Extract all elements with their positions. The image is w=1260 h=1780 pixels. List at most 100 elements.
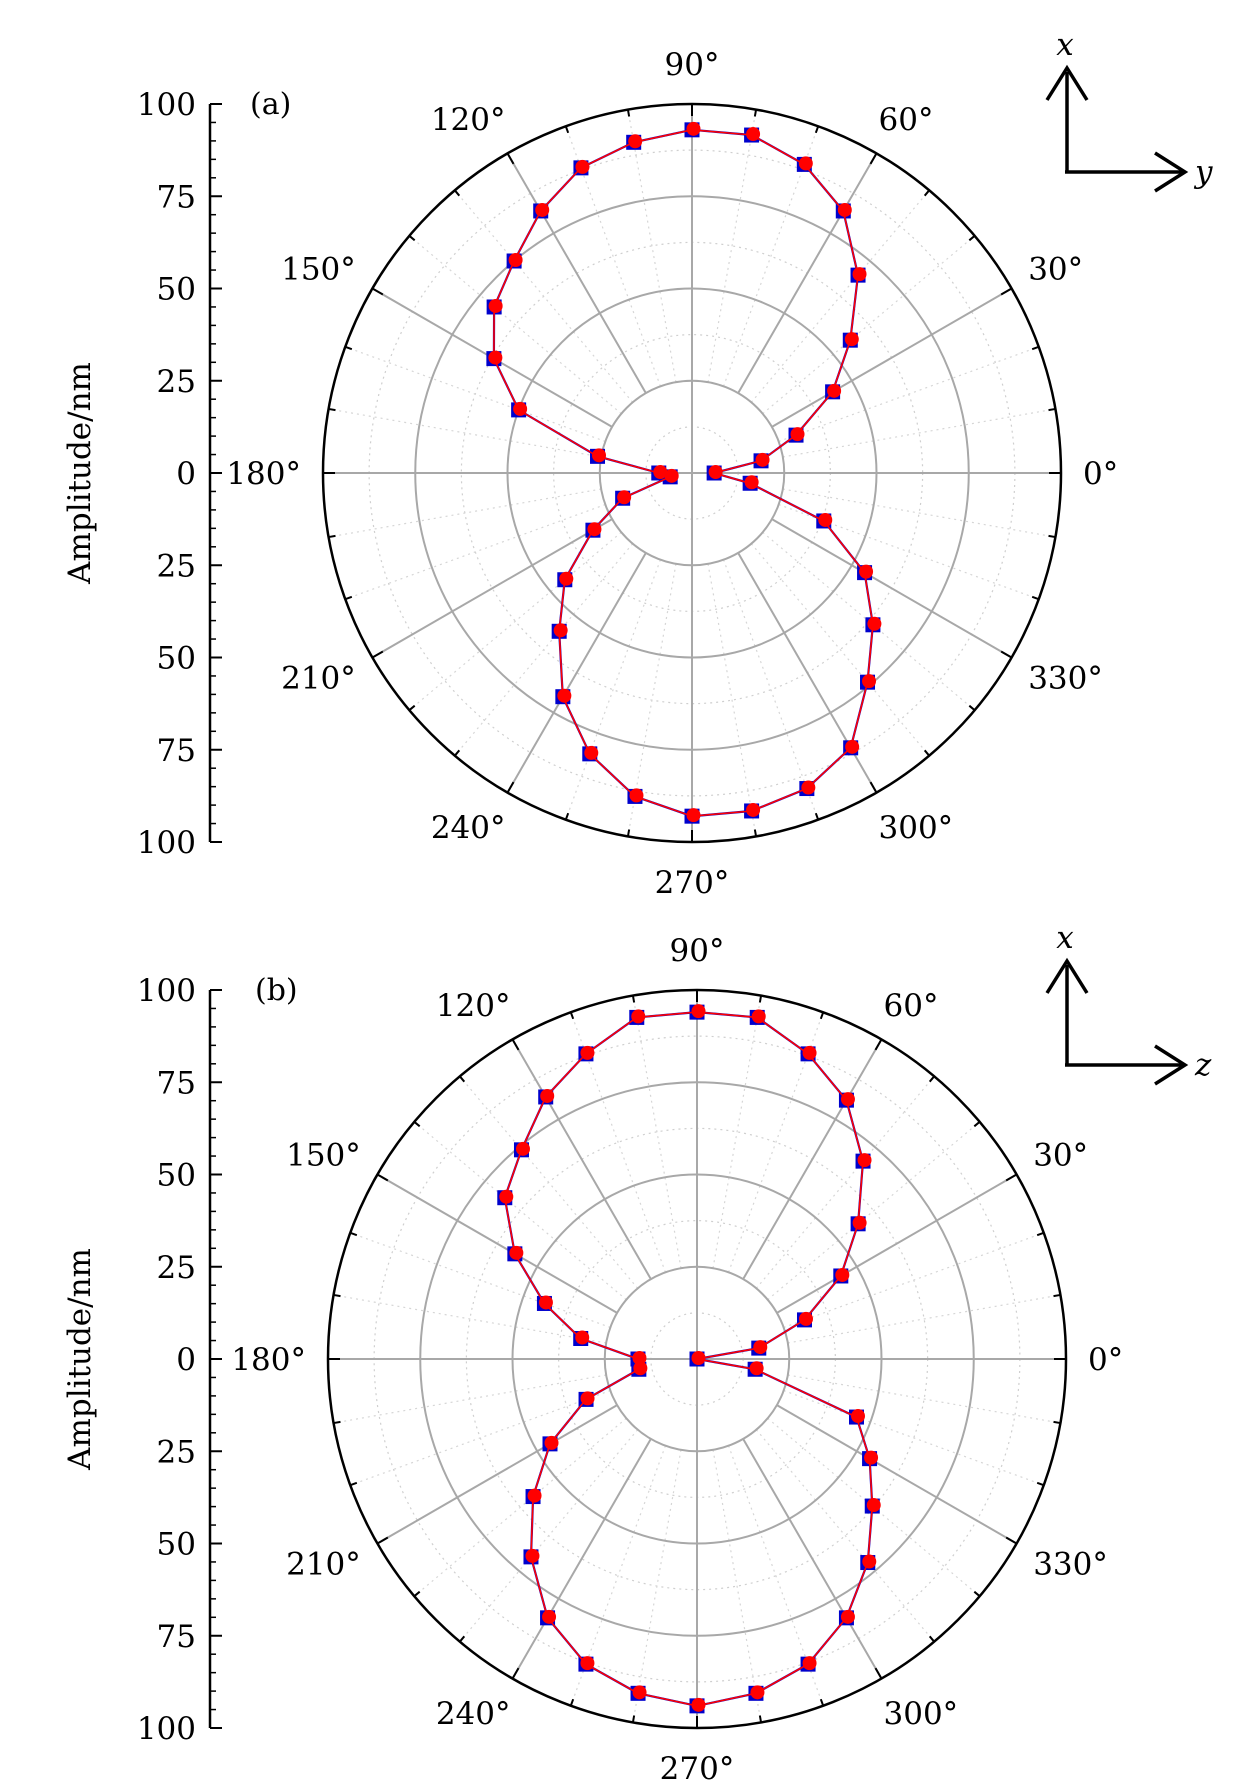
minor-grid-radial <box>707 109 757 383</box>
angle-label-300: 300° <box>884 1696 959 1732</box>
data-point-circle <box>580 1656 595 1671</box>
minor-grid-radial <box>755 1429 935 1643</box>
minor-grid-radial <box>333 1374 607 1424</box>
minor-grid-radial <box>632 1449 682 1723</box>
major-grid-spoke <box>742 1038 883 1280</box>
angle-tick <box>413 1121 421 1128</box>
angle-label-330: 330° <box>1028 661 1103 697</box>
data-point-circle <box>632 1351 647 1365</box>
data-point-circle <box>525 1548 540 1563</box>
minor-grid-radial <box>570 1445 667 1706</box>
minor-grid-radial <box>632 995 682 1269</box>
angle-tick <box>564 812 570 821</box>
major-grid-spoke <box>742 1438 883 1680</box>
angle-tick <box>569 1011 575 1020</box>
angle-tick <box>459 1635 466 1643</box>
amplitude-axis: 100 75 50 25 0 25 50 75 100 Amplitude/nm <box>62 973 222 1747</box>
amplitude-tick-label: 25 <box>157 1434 196 1470</box>
angle-tick <box>753 829 758 837</box>
data-point-circle <box>827 383 842 398</box>
minor-grid-radial <box>350 1389 611 1486</box>
data-point-circle <box>837 202 852 217</box>
data-point-circle <box>509 1245 524 1260</box>
angle-tick <box>753 109 758 117</box>
data-point-circle <box>580 1045 595 1060</box>
angle-tick <box>626 829 631 837</box>
data-point-circle <box>575 159 590 174</box>
angle-tick <box>814 125 820 134</box>
minor-grid-radial <box>454 543 634 757</box>
data-point-circle <box>866 1498 881 1513</box>
amplitude-tick-label: 0 <box>176 1342 196 1378</box>
angle-label-0: 0° <box>1088 1342 1123 1378</box>
angle-tick <box>1053 1420 1061 1425</box>
data-point-circle <box>592 448 607 463</box>
angle-tick <box>968 235 976 242</box>
angle-label-300: 300° <box>879 810 954 846</box>
angle-label-180: 180° <box>231 1342 306 1378</box>
minor-grid-radial <box>712 1449 762 1723</box>
coordinate-axes-indicator: xy <box>1045 27 1213 193</box>
angle-tick <box>928 1075 935 1083</box>
data-point-circle <box>653 465 668 479</box>
data-point-circle <box>867 616 882 631</box>
major-grid-spoke <box>506 152 647 394</box>
angle-label-60: 60° <box>879 102 934 138</box>
angle-tick <box>1036 1481 1045 1487</box>
major-grid-spoke <box>771 287 1013 428</box>
data-point-circle <box>559 571 574 586</box>
amplitude-tick-label: 25 <box>157 364 196 400</box>
minor-grid-radial <box>627 109 677 383</box>
data-point-circle <box>508 252 523 267</box>
data-point-circle <box>802 1656 817 1671</box>
amplitude-tick-label: 25 <box>157 548 196 584</box>
angle-tick <box>1000 287 1013 296</box>
minor-grid-radial <box>627 563 677 837</box>
minor-grid-radial <box>408 235 622 415</box>
angle-tick <box>376 1173 389 1182</box>
data-point-circle <box>691 1351 706 1365</box>
amplitude-tick-label: 100 <box>137 1711 196 1747</box>
minor-grid-radial <box>722 126 819 387</box>
angle-tick <box>973 1590 981 1597</box>
angle-tick <box>506 781 515 794</box>
angle-tick <box>349 1481 358 1487</box>
minor-grid-radial <box>750 189 930 403</box>
coord-right-label: z <box>1194 1047 1212 1083</box>
angle-tick <box>1031 595 1040 601</box>
data-point-circle <box>686 121 701 136</box>
coord-right-arrow-head <box>1154 1044 1189 1086</box>
minor-grid-radial <box>350 1232 611 1329</box>
angle-tick <box>1000 650 1013 659</box>
major-grid-spoke <box>776 1173 1018 1314</box>
data-point-circle <box>629 788 644 803</box>
minor-grid-radial <box>783 1389 1044 1486</box>
amplitude-tick-label: 25 <box>157 1250 196 1286</box>
angle-label-210: 210° <box>281 661 356 697</box>
data-point-circle <box>575 1330 590 1345</box>
angle-tick <box>376 1536 389 1545</box>
major-grid-spoke <box>737 552 878 794</box>
angle-tick <box>333 1293 341 1298</box>
angle-tick <box>564 125 570 134</box>
angle-tick <box>371 287 384 296</box>
major-grid-spoke <box>737 152 878 394</box>
data-point-circle <box>744 475 759 490</box>
amplitude-tick-label: 50 <box>157 272 196 308</box>
minor-grid-radial <box>750 543 930 757</box>
data-point-circle <box>801 780 816 795</box>
minor-grid-radial <box>328 488 602 538</box>
panel-label: (b) <box>255 973 298 1008</box>
angle-tick <box>819 1011 825 1020</box>
amplitude-axis-title: Amplitude/nm <box>62 362 98 585</box>
data-point-circle <box>488 298 503 313</box>
angle-tick <box>631 1715 636 1723</box>
amplitude-tick-label: 50 <box>157 641 196 677</box>
data-point-circle <box>617 490 632 505</box>
coord-up-label: x <box>1056 27 1074 63</box>
angle-tick <box>923 189 930 197</box>
data-point-circle <box>515 1141 530 1156</box>
angle-tick <box>814 812 820 821</box>
coord-up-arrow-head <box>1045 957 1089 994</box>
